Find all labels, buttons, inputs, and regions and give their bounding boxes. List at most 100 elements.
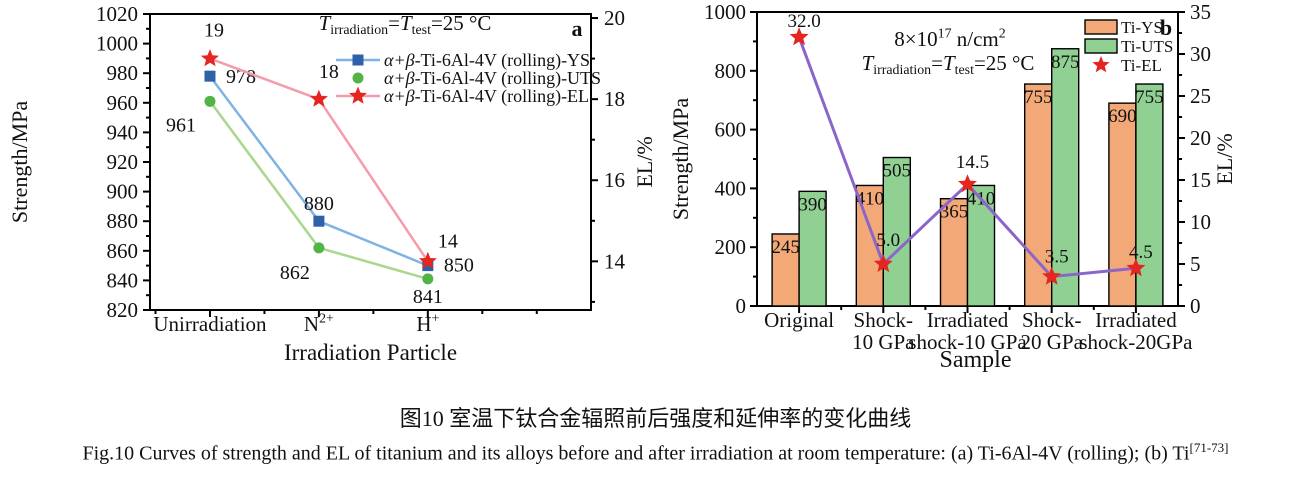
bar-Ti-UTS bbox=[798, 190, 827, 307]
data-point-label: 880 bbox=[304, 193, 334, 215]
legend-marker bbox=[352, 54, 364, 66]
y-right-tick-label: 16 bbox=[604, 168, 625, 192]
x-tick-label: Original bbox=[764, 308, 834, 332]
condition-annotation: Tirradiation=Ttest=25 °C bbox=[319, 11, 492, 38]
y-left-tick-label: 0 bbox=[736, 294, 747, 318]
data-point-label: 19 bbox=[204, 20, 224, 42]
legend-swatch bbox=[1084, 19, 1118, 35]
y-left-tick-label: 1000 bbox=[704, 0, 746, 24]
legend-marker bbox=[352, 72, 364, 84]
legend-label: α+β-Ti-6Al-4V (rolling)-UTS bbox=[384, 68, 601, 89]
el-star-marker bbox=[873, 254, 893, 273]
data-point-marker bbox=[204, 95, 216, 107]
y-right-tick-label: 15 bbox=[1190, 168, 1211, 192]
data-point-label: 961 bbox=[166, 114, 196, 136]
y-left-tick-label: 840 bbox=[107, 268, 139, 292]
axis-ticks bbox=[143, 13, 598, 317]
bar-Ti-YS bbox=[939, 197, 969, 307]
x-tick-label: Shock-20 GPa bbox=[1020, 308, 1083, 354]
el-star-marker bbox=[789, 27, 809, 46]
caption-english: Fig.10 Curves of strength and EL of tita… bbox=[82, 440, 1229, 465]
y-left-tick-label: 400 bbox=[715, 176, 747, 200]
chart-b-bar-chart: 0 200 400 600 800 1000 0 5 10 15 20 25 30 35 Original S… bbox=[668, 0, 1237, 373]
y-left-tick-label: 940 bbox=[107, 120, 139, 144]
legend-label: Ti-EL bbox=[1121, 56, 1162, 75]
legend-label: Ti-YS bbox=[1121, 18, 1163, 37]
y-right-tick-label: 0 bbox=[1190, 294, 1201, 318]
legend-star bbox=[1092, 56, 1110, 73]
data-point-label: 850 bbox=[444, 255, 474, 277]
bar-Ti-UTS bbox=[966, 184, 996, 307]
y-right-tick-label: 30 bbox=[1190, 42, 1211, 66]
data-point-marker bbox=[418, 251, 437, 269]
x-tick-label: H+ bbox=[416, 312, 439, 336]
y-right-tick-label: 18 bbox=[604, 87, 625, 111]
data-point-marker bbox=[422, 273, 434, 285]
y-left-axis-title: Strength/MPa bbox=[668, 98, 693, 220]
y-left-tick-label: 1000 bbox=[96, 32, 138, 56]
data-point-marker bbox=[200, 49, 219, 67]
y-right-tick-label: 20 bbox=[604, 6, 625, 30]
bar-Ti-UTS bbox=[1051, 48, 1080, 307]
data-point-marker bbox=[204, 70, 216, 82]
y-right-tick-label: 5 bbox=[1190, 252, 1201, 276]
y-right-tick-label: 14 bbox=[604, 249, 626, 273]
y-left-tick-label: 920 bbox=[107, 150, 139, 174]
data-point-label: 841 bbox=[413, 286, 443, 308]
y-left-tick-label: 960 bbox=[107, 91, 139, 115]
x-axis-title: Sample bbox=[940, 347, 1012, 373]
x-tick-label: Unirradiation bbox=[153, 312, 267, 336]
bar-value-label: 875 bbox=[1051, 52, 1080, 73]
y-left-tick-label: 980 bbox=[107, 61, 139, 85]
el-star-marker bbox=[1126, 258, 1146, 277]
legend-swatch bbox=[1084, 38, 1118, 54]
panel-b: 0 200 400 600 800 1000 0 5 10 15 20 25 30 35 Original S… bbox=[668, 0, 1237, 373]
bar-value-label: 505 bbox=[883, 161, 912, 182]
el-value-label: 5.0 bbox=[876, 230, 900, 251]
y-left-tick-label: 800 bbox=[715, 59, 747, 83]
data-point-marker bbox=[309, 89, 328, 107]
legend-label: α+β-Ti-6Al-4V (rolling)-YS bbox=[384, 50, 590, 71]
panel-label: b bbox=[1160, 15, 1172, 40]
fluence-annotation: 8×1017 n/cm2 bbox=[894, 27, 1005, 51]
el-value-label: 4.5 bbox=[1129, 242, 1153, 263]
legend-label: Ti-UTS bbox=[1121, 37, 1173, 56]
bar-value-label: 690 bbox=[1108, 106, 1137, 127]
y-right-axis-title: EL/% bbox=[1212, 133, 1237, 184]
legend-label: α+β-Ti-6Al-4V (rolling)-EL bbox=[384, 86, 589, 107]
condition-annotation: Tirradiation=Ttest=25 °C bbox=[862, 51, 1035, 78]
y-left-axis-title: Strength/MPa bbox=[7, 101, 32, 223]
y-right-tick-label: 20 bbox=[1190, 126, 1211, 150]
bar-value-label: 390 bbox=[798, 194, 827, 215]
y-left-tick-label: 820 bbox=[107, 298, 139, 322]
bar-Ti-YS bbox=[1024, 83, 1053, 307]
panel-label: a bbox=[572, 16, 583, 41]
x-tick-label: Irradiated shock-10 GPa bbox=[908, 308, 1027, 354]
panel-a: 820 840 860 880 900 920 940 960 980 1000 1020 14 16 1… bbox=[7, 2, 657, 365]
data-point-label: 18 bbox=[319, 61, 339, 83]
el-star-marker bbox=[1042, 266, 1062, 285]
y-left-tick-label: 600 bbox=[715, 118, 747, 142]
bar-Ti-YS bbox=[1108, 102, 1137, 307]
y-left-tick-label: 880 bbox=[107, 209, 139, 233]
chart-a-line-chart: 820 840 860 880 900 920 940 960 980 1000 1020 14 16 1… bbox=[7, 2, 657, 365]
x-tick-label: Irradiated shock-20GPa bbox=[1079, 308, 1193, 354]
el-value-label: 32.0 bbox=[787, 11, 820, 32]
y-left-tick-label: 1020 bbox=[96, 2, 138, 26]
axis-ticks bbox=[750, 11, 1185, 313]
bar-value-label: 755 bbox=[1135, 87, 1164, 108]
bar-value-label: 755 bbox=[1024, 87, 1052, 108]
x-axis-title: Irradiation Particle bbox=[284, 340, 457, 365]
y-right-axis-title: EL/% bbox=[632, 136, 657, 187]
x-tick-label: Shock-10 GPa bbox=[852, 308, 915, 354]
data-point-label: 862 bbox=[280, 262, 310, 284]
caption-chinese: 图10 室温下钛合金辐照前后强度和延伸率的变化曲线 bbox=[399, 406, 912, 431]
bar-value-label: 245 bbox=[771, 237, 800, 258]
data-point-marker bbox=[313, 215, 325, 227]
data-point-marker bbox=[422, 260, 434, 272]
y-left-tick-label: 860 bbox=[107, 239, 139, 263]
legend-marker bbox=[349, 86, 367, 104]
data-point-marker bbox=[313, 242, 325, 254]
x-tick-label: N2+ bbox=[304, 312, 334, 336]
